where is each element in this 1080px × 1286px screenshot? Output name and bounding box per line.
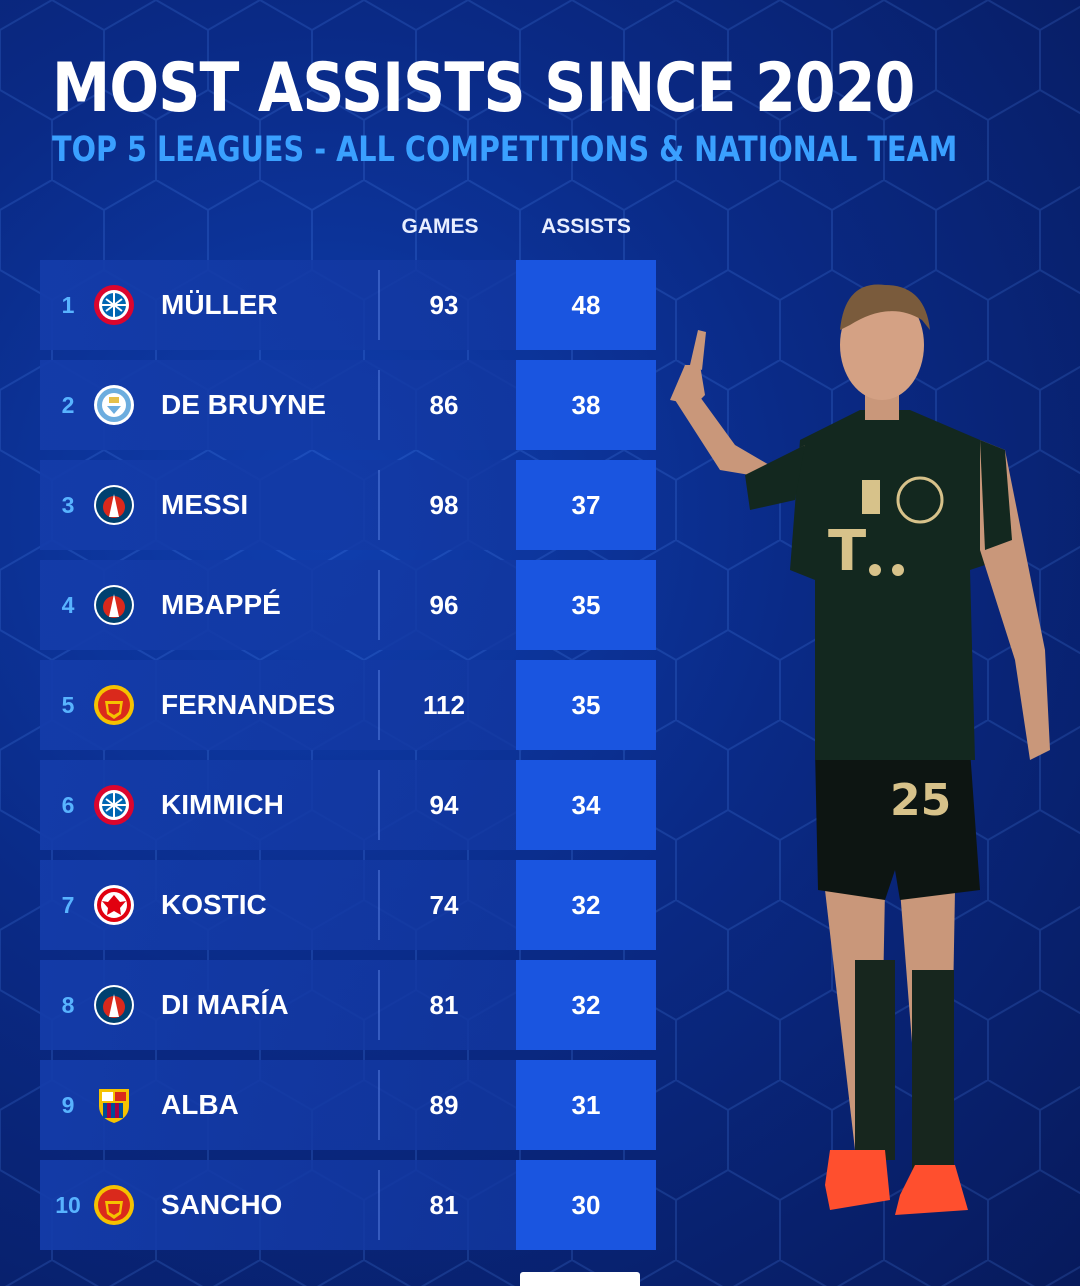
player-name: SANCHO bbox=[161, 1189, 283, 1220]
svg-text:T: T bbox=[828, 519, 866, 584]
rank: 5 bbox=[61, 692, 75, 718]
rank: 9 bbox=[61, 1092, 75, 1118]
rank: 8 bbox=[61, 992, 75, 1018]
rank: 3 bbox=[61, 492, 75, 518]
player-name: DE BRUYNE bbox=[161, 389, 326, 420]
player-photo: T 25 bbox=[670, 284, 1050, 1215]
games-value: 89 bbox=[429, 1090, 459, 1120]
games-value: 81 bbox=[429, 1190, 459, 1220]
games-value: 98 bbox=[429, 490, 459, 520]
rank: 7 bbox=[61, 892, 75, 918]
page-title: MOST ASSISTS SINCE 2020 bbox=[52, 49, 915, 128]
table-row: 6 KIMMICH 94 34 bbox=[40, 760, 656, 850]
assists-value: 31 bbox=[571, 1090, 601, 1120]
assists-value: 35 bbox=[571, 590, 601, 620]
player-name: MBAPPÉ bbox=[161, 589, 281, 620]
rank: 6 bbox=[61, 792, 75, 818]
table-row: 1 MÜLLER 93 48 bbox=[40, 260, 656, 350]
table-row: 3 MESSI 98 37 bbox=[40, 460, 656, 550]
table-row: 2 DE BRUYNE 86 38 bbox=[40, 360, 656, 450]
games-column-header: GAMES bbox=[401, 215, 479, 238]
rank: 10 bbox=[55, 1192, 81, 1218]
assists-value: 32 bbox=[571, 990, 601, 1020]
eintracht-frankfurt-crest-icon bbox=[94, 885, 134, 925]
rank: 1 bbox=[61, 292, 75, 318]
barcelona-crest-icon bbox=[99, 1089, 129, 1123]
manchester-city-crest-icon bbox=[94, 385, 134, 425]
player-name: KIMMICH bbox=[161, 789, 284, 820]
games-value: 112 bbox=[423, 690, 465, 720]
games-value: 74 bbox=[429, 890, 459, 920]
table-row: 9 ALBA 89 31 bbox=[40, 1060, 656, 1150]
player-name: FERNANDES bbox=[161, 689, 336, 720]
games-value: 86 bbox=[429, 390, 459, 420]
assists-value: 48 bbox=[571, 290, 601, 320]
games-value: 81 bbox=[429, 990, 459, 1020]
psg-crest-icon bbox=[94, 985, 134, 1025]
player-name: DI MARÍA bbox=[161, 989, 289, 1020]
assists-value: 35 bbox=[571, 690, 601, 720]
player-name: MESSI bbox=[161, 489, 249, 520]
games-value: 96 bbox=[429, 590, 459, 620]
assists-value: 37 bbox=[571, 490, 601, 520]
table-row: 8 DI MARÍA 81 32 bbox=[40, 960, 656, 1050]
rank: 2 bbox=[61, 392, 75, 418]
player-name: MÜLLER bbox=[161, 289, 278, 320]
player-name: ALBA bbox=[161, 1089, 239, 1120]
table-row: 7 KOSTIC 74 32 bbox=[40, 860, 656, 950]
page-subtitle: TOP 5 LEAGUES - ALL COMPETITIONS & NATIO… bbox=[52, 130, 958, 170]
games-value: 94 bbox=[429, 790, 459, 820]
assists-column-header: ASSISTS bbox=[541, 215, 631, 238]
manchester-united-crest-icon bbox=[94, 685, 134, 725]
manchester-united-crest-icon bbox=[94, 1185, 134, 1225]
svg-text:25: 25 bbox=[890, 775, 951, 826]
psg-crest-icon bbox=[94, 485, 134, 525]
assists-value: 32 bbox=[571, 890, 601, 920]
assists-value: 30 bbox=[571, 1190, 601, 1220]
games-value: 93 bbox=[429, 290, 459, 320]
bayern-munich-crest-icon bbox=[94, 285, 134, 325]
player-name: KOSTIC bbox=[161, 889, 267, 920]
table-row: 10 SANCHO 81 30 bbox=[40, 1160, 656, 1250]
table-row: 4 MBAPPÉ 96 35 bbox=[40, 560, 656, 650]
psg-crest-icon bbox=[94, 585, 134, 625]
assists-value: 38 bbox=[571, 390, 601, 420]
rank: 4 bbox=[61, 592, 75, 618]
assists-value: 34 bbox=[571, 790, 601, 820]
bayern-munich-crest-icon bbox=[94, 785, 134, 825]
table-row: 5 FERNANDES 112 35 bbox=[40, 660, 656, 750]
brand-logo bbox=[520, 1272, 640, 1286]
